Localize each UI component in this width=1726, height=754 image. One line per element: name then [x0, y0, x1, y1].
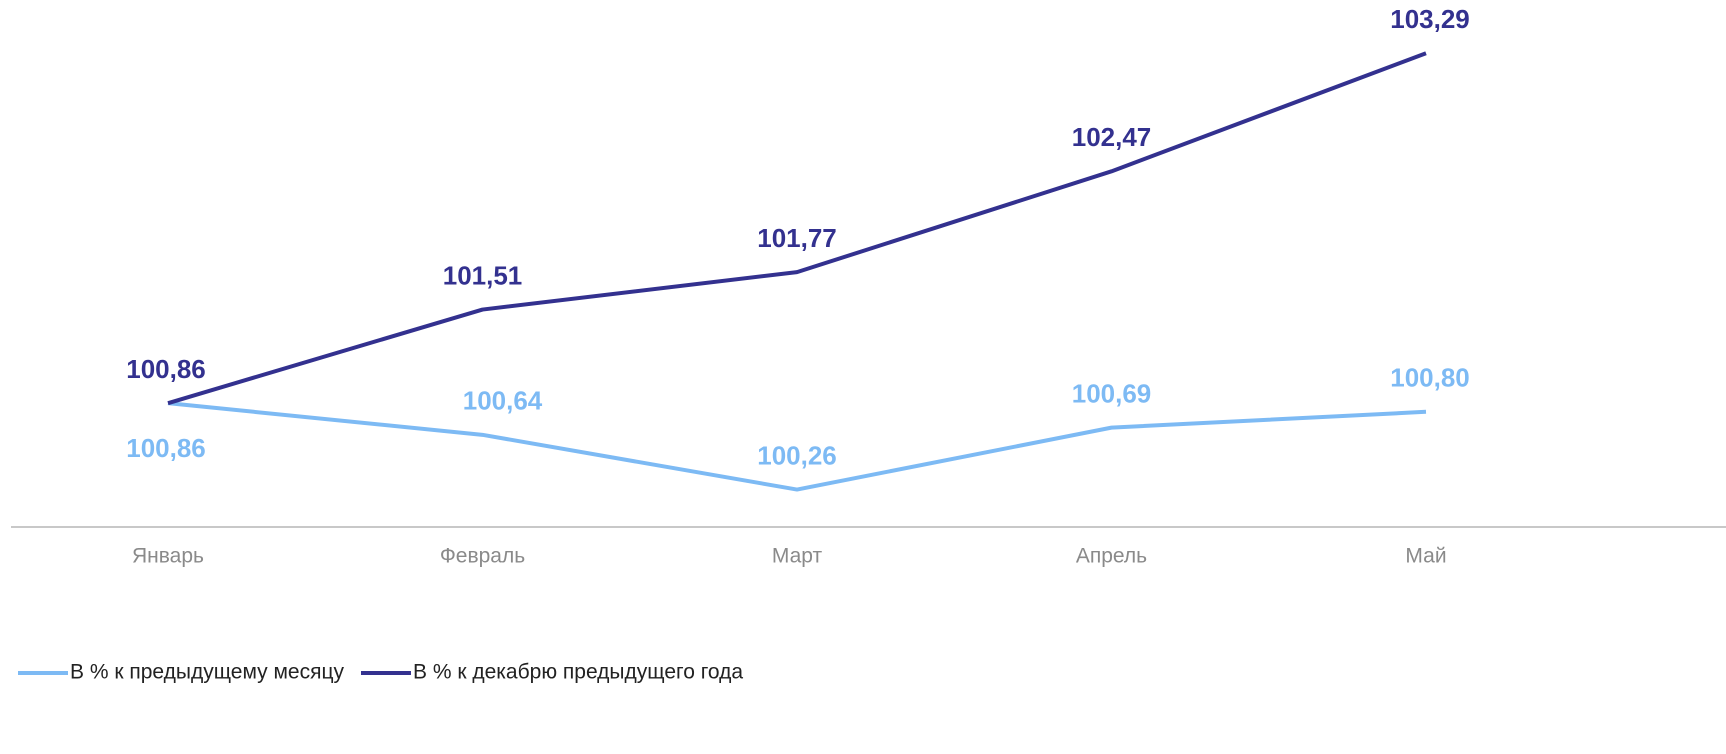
- x-tick-label: Май: [1405, 545, 1446, 568]
- line-series: [167, 401, 1427, 492]
- data-label: 100,80: [1390, 363, 1470, 393]
- data-label: 100,64: [463, 386, 543, 416]
- x-tick-label: Январь: [132, 545, 204, 568]
- line-series: [167, 51, 1427, 406]
- data-label: 100,69: [1072, 379, 1152, 409]
- x-tick-label: Апрель: [1076, 545, 1147, 568]
- data-label: 100,86: [126, 433, 206, 463]
- data-label: 101,51: [443, 260, 523, 290]
- x-tick-label: Март: [772, 545, 823, 568]
- data-label: 100,26: [757, 440, 837, 470]
- x-tick-label: Февраль: [440, 545, 525, 568]
- data-label: 100,86: [126, 354, 206, 384]
- data-label: 103,29: [1390, 4, 1470, 34]
- legend-label: В % к декабрю предыдущего года: [413, 661, 743, 684]
- data-label: 102,47: [1072, 122, 1152, 152]
- legend-label: В % к предыдущему месяцу: [70, 661, 344, 684]
- data-label: 101,77: [757, 223, 837, 253]
